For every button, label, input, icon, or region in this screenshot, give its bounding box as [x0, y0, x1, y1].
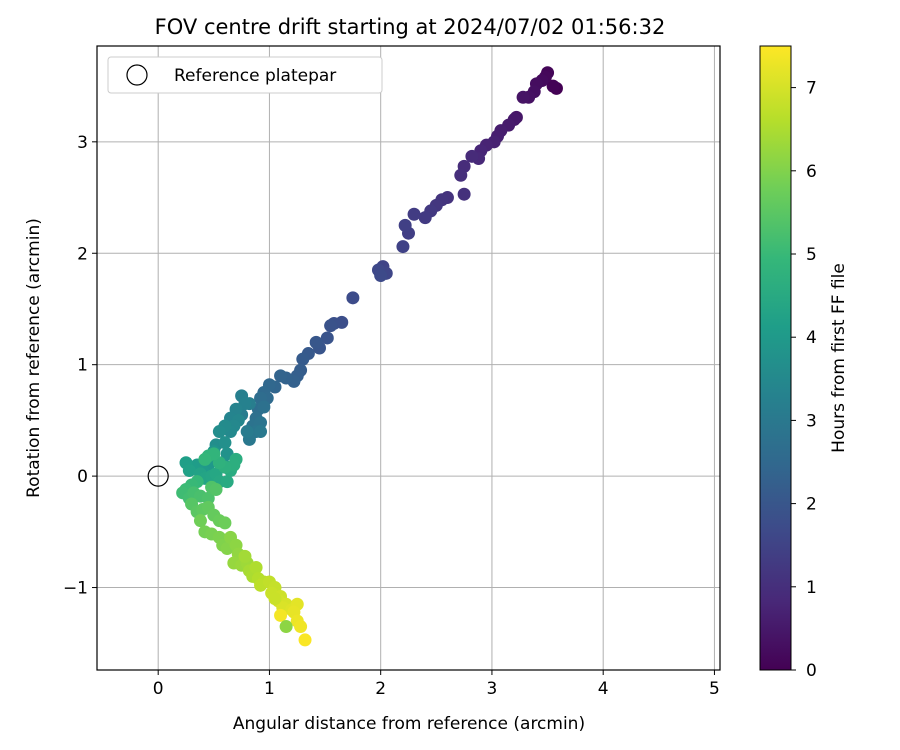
data-point	[201, 491, 215, 505]
x-tick-label: 0	[153, 679, 164, 699]
data-point	[309, 335, 323, 349]
data-point	[407, 207, 421, 221]
x-tick-label: 2	[375, 679, 386, 699]
data-point	[418, 211, 432, 225]
chart-title: FOV centre drift starting at 2024/07/02 …	[155, 15, 666, 39]
x-tick-label: 3	[487, 679, 498, 699]
colorbar-ticks: 0 1 2 3 4 5 6 7	[791, 79, 817, 681]
data-point	[268, 592, 282, 606]
colorbar-tick-label: 1	[806, 578, 817, 598]
data-point	[296, 352, 310, 366]
y-tick-label: 1	[77, 356, 88, 376]
data-point	[396, 240, 410, 254]
data-point	[465, 149, 479, 163]
data-point	[398, 218, 412, 232]
y-axis: −1 0 1 2 3	[63, 133, 97, 599]
colorbar-tick-label: 6	[806, 162, 817, 182]
colorbar-tick-label: 5	[806, 245, 817, 265]
colorbar-tick-label: 4	[806, 328, 817, 348]
data-point	[240, 425, 254, 439]
legend-marker	[126, 64, 148, 86]
data-point	[238, 549, 252, 563]
data-point	[546, 79, 560, 93]
data-point	[249, 560, 263, 574]
data-point	[324, 319, 338, 333]
data-point	[274, 369, 288, 383]
data-point	[182, 464, 196, 478]
data-point	[454, 168, 468, 182]
data-point	[220, 475, 234, 489]
data-point	[298, 633, 312, 647]
plot-frame	[96, 45, 721, 671]
colorbar: 0 1 2 3 4 5 6 7 Hours from first FF file	[759, 45, 849, 681]
data-point	[457, 187, 471, 201]
y-tick-label: 0	[77, 467, 88, 487]
data-point	[254, 425, 268, 439]
x-axis: 0 1 2 3 4 5	[153, 670, 720, 699]
legend-label-reference: Reference platepar	[174, 66, 336, 86]
colorbar-tick-label: 0	[806, 661, 817, 681]
grid	[97, 46, 720, 670]
data-points	[176, 66, 563, 647]
data-point	[294, 620, 308, 634]
y-tick-label: 3	[77, 133, 88, 153]
data-point	[218, 516, 232, 530]
reference-point	[147, 465, 169, 487]
y-tick-label: −1	[63, 579, 88, 599]
data-point	[516, 90, 530, 104]
colorbar-tick-label: 7	[806, 79, 817, 99]
data-point	[198, 452, 212, 466]
legend-box	[107, 56, 383, 94]
data-point	[274, 608, 288, 622]
colorbar-tick-label: 3	[806, 411, 817, 431]
colorbar-tick-label: 2	[806, 495, 817, 515]
data-point	[212, 425, 226, 439]
data-point	[209, 482, 223, 496]
legend: Reference platepar	[107, 56, 383, 94]
y-tick-label: 2	[77, 244, 88, 264]
data-point	[257, 400, 271, 414]
x-tick-label: 1	[264, 679, 275, 699]
x-tick-label: 4	[598, 679, 609, 699]
x-tick-label: 5	[709, 679, 720, 699]
data-point	[218, 436, 232, 450]
data-point	[193, 514, 207, 528]
reference-marker	[147, 465, 169, 487]
colorbar-gradient	[759, 45, 792, 671]
data-point	[346, 291, 360, 305]
data-point	[374, 269, 388, 283]
x-axis-label: Angular distance from reference (arcmin)	[233, 714, 585, 734]
data-point	[320, 331, 334, 345]
y-axis-label: Rotation from reference (arcmin)	[24, 218, 44, 498]
data-point	[279, 620, 293, 634]
colorbar-label: Hours from first FF file	[829, 263, 849, 453]
